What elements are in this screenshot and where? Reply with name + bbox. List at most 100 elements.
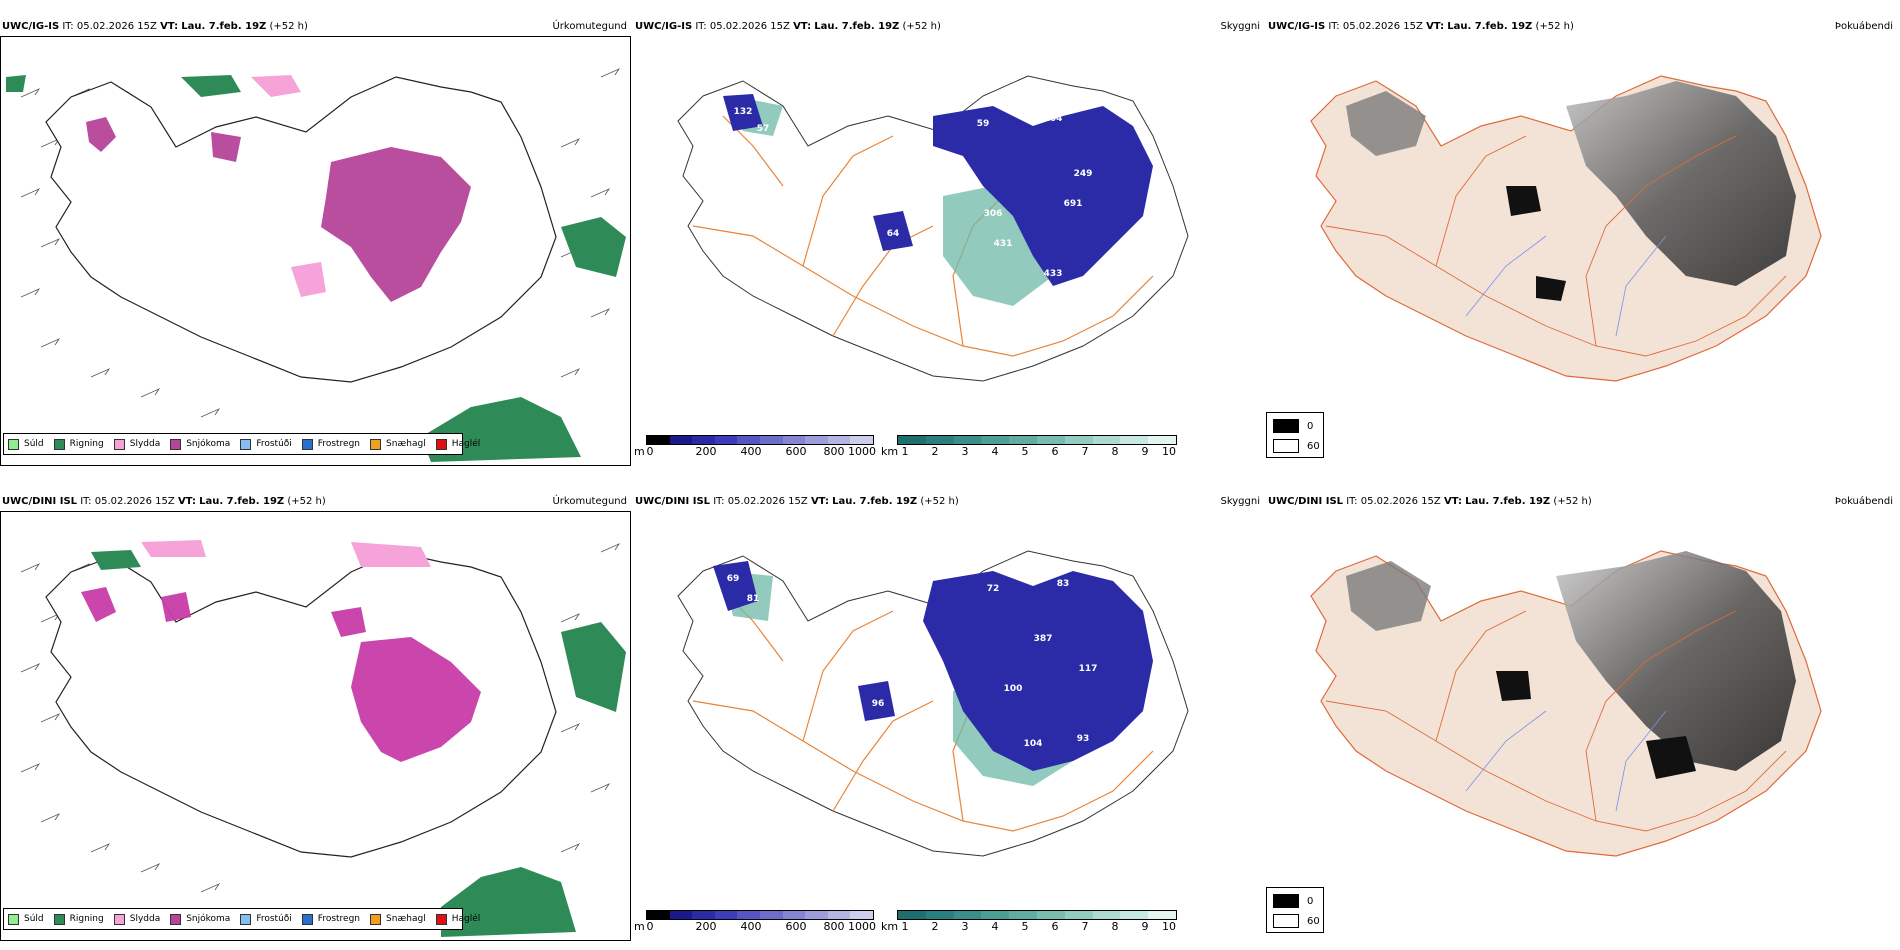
legend-item: Frostregn [301,913,360,925]
legend-swatch [240,438,252,450]
legend-label: Snæhagl [386,914,426,924]
legend-label: Haglél [451,439,481,449]
visibility-tick: 4 [991,920,999,933]
it-label: IT: [80,496,92,507]
model-name: UWC/IG-IS [635,21,693,32]
cloud-base-map: 132 57 59 104 249 306 691 431 64 433 [633,36,1264,466]
legend-swatch [8,438,19,450]
ceiling-tick: 400 [740,445,762,458]
ceiling-tick: 1000 [848,445,876,458]
ceiling-scale: m 0 200 400 600 800 1000 [634,910,876,940]
rivers [1465,710,1667,812]
visibility-tick: 5 [1021,920,1029,933]
rivers [1465,235,1667,337]
visibility-tick: 7 [1081,445,1089,458]
sleet-areas [141,540,431,567]
lead-time: (+52 h) [1535,21,1574,32]
visibility-tick: 5 [1021,445,1029,458]
iceland-map-precip [20,540,626,937]
lead-time: (+52 h) [902,21,941,32]
vt-label: VT: [177,496,196,507]
panel-title: Skyggni [1220,496,1260,507]
visibility-scale: km 1 2 3 4 5 6 7 8 9 10 [881,910,1177,940]
it-value: 05.02.2026 15Z [94,496,175,507]
visibility-tick: 7 [1081,920,1089,933]
vt-label: VT: [160,21,179,32]
ceiling-value: 59 [977,119,990,129]
legend-item: Snæhagl [370,438,426,450]
panel-fog-bottom: UWC/DINI ISL IT: 05.02.2026 15Z VT: Lau.… [1266,475,1899,950]
ceiling-value: 104 [1044,114,1063,124]
panel-header: UWC/IG-IS IT: 05.02.2026 15Z VT: Lau. 7.… [2,20,631,34]
lead-time: (+52 h) [1553,496,1592,507]
it-value: 05.02.2026 15Z [727,496,808,507]
legend-item: Snæhagl [370,913,426,925]
ceiling-tick: 600 [785,445,807,458]
low-ceiling-areas [713,561,1153,771]
snow-areas [86,117,471,302]
ceiling-value: 57 [757,124,770,134]
panel-header: UWC/IG-IS IT: 05.02.2026 15Z VT: Lau. 7.… [635,20,1264,34]
visibility-tick: 3 [961,920,969,933]
ceiling-value: 81 [747,594,760,604]
iceland-coastline [45,551,557,858]
legend-label: Snjókoma [186,914,231,924]
ceiling-value: 431 [994,239,1013,249]
legend-item: Frostregn [301,438,360,450]
cloud-base-labels: 69 81 72 83 387 117 100 96 104 93 [727,574,1098,749]
cloud-base-labels: 132 57 59 104 249 306 691 431 64 433 [734,107,1093,279]
cloud-base-map: 69 81 72 83 387 117 100 96 104 93 [633,511,1264,941]
vt-label: VT: [810,496,829,507]
ceiling-tick: 0 [646,445,654,458]
legend-item: Frostúði [240,438,292,450]
legend-label: Súld [24,439,44,449]
legend-swatch [301,913,313,925]
legend-item: Rigning [53,438,104,450]
visibility-tick: 9 [1141,920,1149,933]
ceiling-value: 93 [1077,734,1090,744]
visibility-unit: km [881,445,899,458]
it-value: 05.02.2026 15Z [1342,21,1423,32]
legend-swatch [113,913,125,925]
legend-label: Slydda [129,914,161,924]
fog-key: 0 60 [1266,887,1324,933]
legend-label: Snjókoma [186,439,231,449]
ceiling-value: 306 [984,209,1003,219]
ceiling-value: 72 [987,584,1000,594]
ceiling-tick: 200 [695,445,717,458]
iceland-map-cloud: 132 57 59 104 249 306 691 431 64 433 [677,75,1189,382]
it-label: IT: [1346,496,1358,507]
ceiling-tick: 600 [785,920,807,933]
sleet-areas [251,75,326,297]
visibility-tick: 2 [931,445,939,458]
legend-label: Súld [24,914,44,924]
ceiling-value: 387 [1034,634,1053,644]
ceiling-tick: 0 [646,920,654,933]
iceland-map-fog [1310,75,1822,382]
ceiling-scale-bar [646,910,874,920]
visibility-tick: 4 [991,445,999,458]
panel-header: UWC/IG-IS IT: 05.02.2026 15Z VT: Lau. 7.… [1268,20,1897,34]
panel-fog-top: UWC/IG-IS IT: 05.02.2026 15Z VT: Lau. 7.… [1266,0,1899,475]
fog-key-label: 60 [1307,440,1320,452]
fog-key: 0 60 [1266,412,1324,458]
ceiling-tick: 800 [823,445,845,458]
vt-label: VT: [793,21,812,32]
fog-areas [1346,81,1796,301]
visibility-tick: 6 [1051,920,1059,933]
legend-swatch [301,438,313,450]
panel-header: UWC/DINI ISL IT: 05.02.2026 15Z VT: Lau.… [1268,495,1897,509]
ceiling-value: 117 [1079,664,1098,674]
fog-key-row: 0 [1273,419,1313,433]
visibility-tick: 9 [1141,445,1149,458]
ceiling-tick: 800 [823,920,845,933]
panel-cloud-base-bottom: UWC/DINI ISL IT: 05.02.2026 15Z VT: Lau.… [633,475,1324,950]
vt-label: VT: [1443,496,1462,507]
ceiling-value: 249 [1074,169,1093,179]
legend-label: Rigning [69,914,104,924]
vt-value: Lau. 7.feb. 19Z [832,496,918,507]
legend-swatch [435,438,447,450]
legend-swatch [170,913,182,925]
wind-barbs [20,543,621,893]
panel-title: Úrkomutegund [552,496,627,507]
